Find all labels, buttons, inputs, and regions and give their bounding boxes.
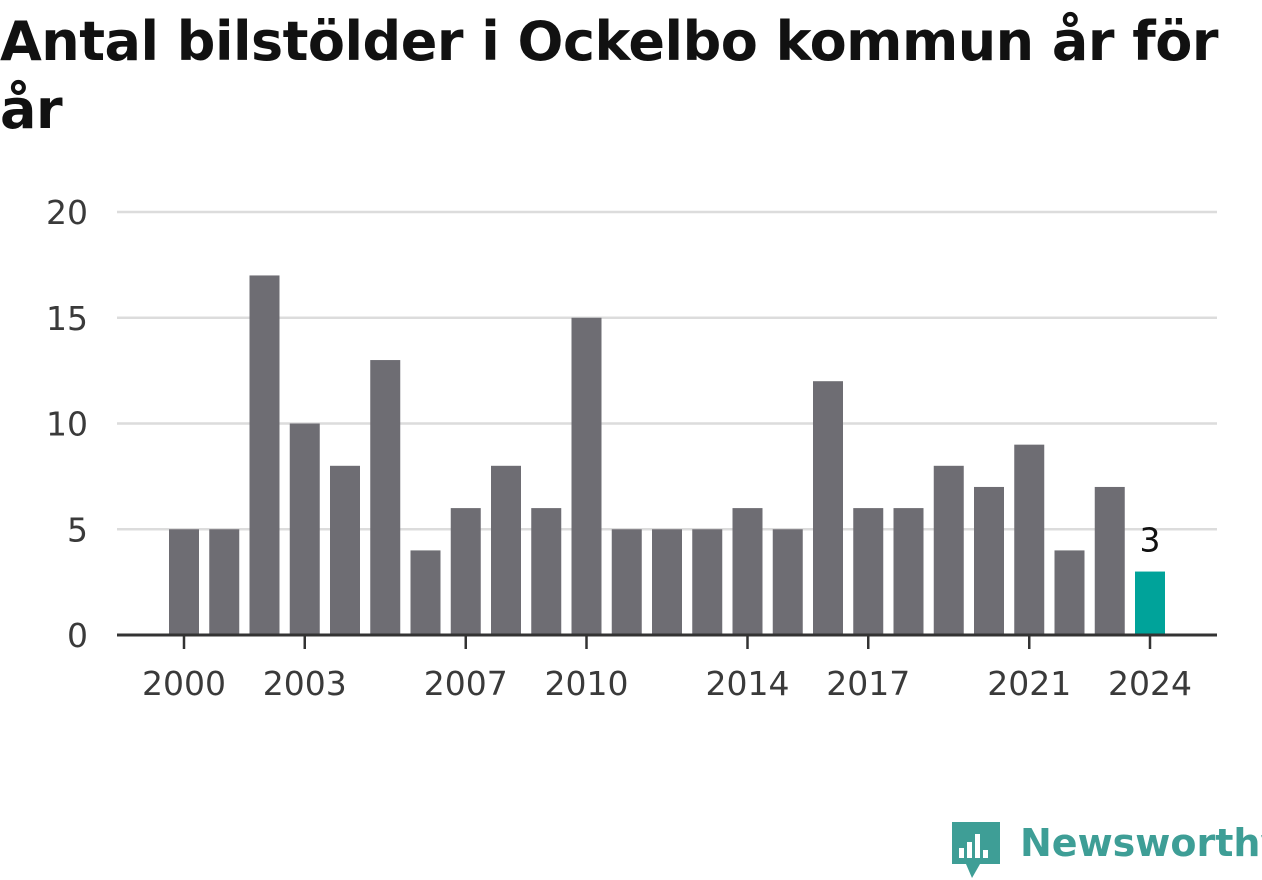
bar-2012 (652, 529, 682, 635)
bar-2003 (289, 423, 320, 635)
x-tick-label: 2003 (263, 664, 347, 703)
gridlines (117, 210, 1217, 531)
bar-2020 (974, 486, 1004, 635)
bar-chart: 0 5 10 15 20 3 2000 2003 2007 2010 2014 2017 2021 202… (46, 193, 1217, 703)
bar-2018 (893, 508, 924, 635)
x-axis (117, 633, 1217, 649)
y-tick-label: 0 (67, 616, 88, 655)
bar-2002 (249, 275, 280, 635)
bar-2022 (1054, 550, 1085, 635)
x-tick-label: 2024 (1108, 664, 1192, 703)
brand-name: Newsworthy (1020, 821, 1262, 865)
bar-2007 (450, 508, 481, 635)
newsworthy-logo-icon (952, 822, 1000, 878)
tick-labels: 0 5 10 15 20 3 2000 2003 2007 2010 2014 2017 2021 202… (46, 193, 1192, 703)
bar-2008 (491, 465, 521, 635)
bars (169, 275, 1165, 635)
bar-2016 (813, 381, 843, 635)
x-tick-label: 2000 (142, 664, 226, 703)
bar-2015 (772, 529, 803, 635)
bar-2000 (169, 529, 199, 635)
y-tick-label: 5 (67, 510, 88, 549)
y-tick-label: 10 (46, 405, 88, 444)
bar-2013 (692, 529, 723, 635)
bar-2001 (209, 529, 240, 635)
bar-2024 (1135, 571, 1165, 635)
bar-2004 (330, 465, 360, 635)
x-tick-label: 2007 (424, 664, 508, 703)
bar-2019 (933, 465, 964, 635)
bar-2011 (611, 529, 642, 635)
y-tick-label: 15 (46, 299, 88, 338)
chart-title: Antal bilstölder i Ockelbo kommun år för… (0, 10, 1219, 141)
bar-2006 (410, 550, 441, 635)
x-tick-label: 2017 (826, 664, 910, 703)
y-tick-label: 20 (46, 193, 88, 232)
bar-2017 (853, 508, 884, 635)
x-tick-label: 2014 (706, 664, 790, 703)
bar-2005 (370, 360, 401, 635)
bar-2009 (531, 508, 562, 635)
bar-2010 (571, 317, 602, 635)
bar-2014 (732, 508, 763, 635)
x-tick-label: 2010 (545, 664, 629, 703)
bar-2023 (1094, 486, 1125, 635)
bar-2021 (1014, 444, 1045, 635)
data-label-2024: 3 (1140, 521, 1161, 560)
brand-logo: Newsworthy (950, 818, 1262, 880)
x-tick-label: 2021 (987, 664, 1071, 703)
